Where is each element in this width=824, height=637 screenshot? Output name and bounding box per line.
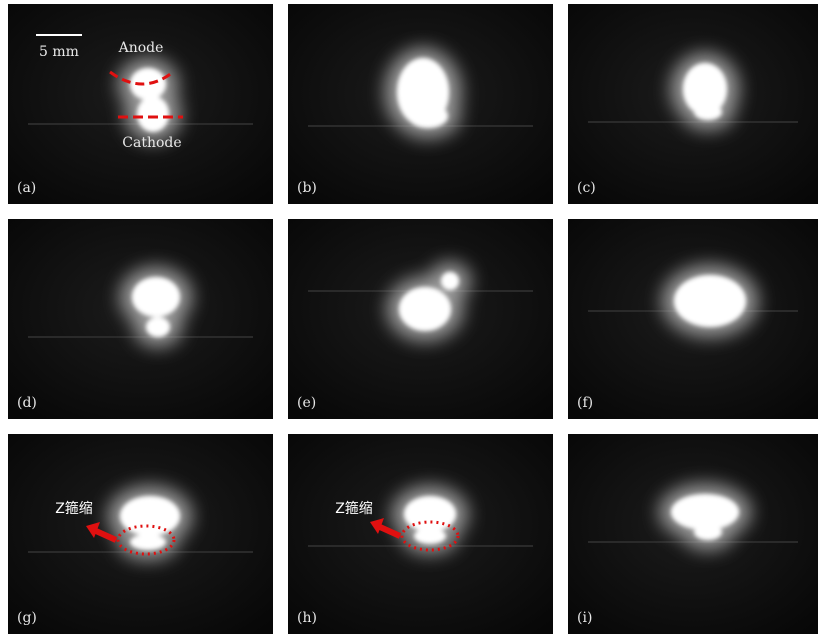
scale-label: 5 mm: [39, 44, 79, 60]
panel-label: (f): [577, 395, 593, 411]
panel-label: (e): [297, 395, 316, 411]
core: [132, 277, 180, 317]
panel: (b): [288, 4, 553, 204]
plasma-core: [674, 275, 746, 327]
panel: (d): [8, 219, 273, 419]
panel-label: (i): [577, 610, 592, 626]
core: [137, 96, 169, 132]
core: [414, 528, 446, 544]
panel: (e): [288, 219, 553, 419]
core: [146, 317, 170, 337]
core: [674, 275, 746, 327]
panel: (f): [568, 219, 818, 419]
panel: (i): [568, 434, 818, 634]
panel: (g) Z箍缩: [8, 434, 273, 634]
panel-label: (h): [297, 610, 317, 626]
figure: (a) 5 mm Anode Cathode (b) (c) (d) (e) (f) (g) Z箍缩…: [0, 0, 824, 637]
anode-label: Anode: [118, 40, 164, 56]
pinch-label: Z箍缩: [335, 500, 373, 517]
panel-label: (b): [297, 180, 317, 196]
pinch-label: Z箍缩: [55, 500, 93, 517]
core: [399, 287, 451, 331]
panel: (a) 5 mm Anode Cathode: [8, 4, 273, 204]
core: [408, 104, 448, 128]
core: [441, 272, 459, 290]
core: [694, 524, 722, 540]
panel-label: (c): [577, 180, 596, 196]
cathode-label: Cathode: [122, 135, 181, 151]
core: [130, 534, 166, 550]
panel-label: (d): [17, 395, 37, 411]
panel-label: (g): [17, 610, 37, 626]
panel: (c): [568, 4, 818, 204]
panel-label: (a): [17, 180, 36, 196]
core: [120, 496, 180, 536]
panel: (h) Z箍缩: [288, 434, 553, 634]
core: [694, 104, 722, 120]
